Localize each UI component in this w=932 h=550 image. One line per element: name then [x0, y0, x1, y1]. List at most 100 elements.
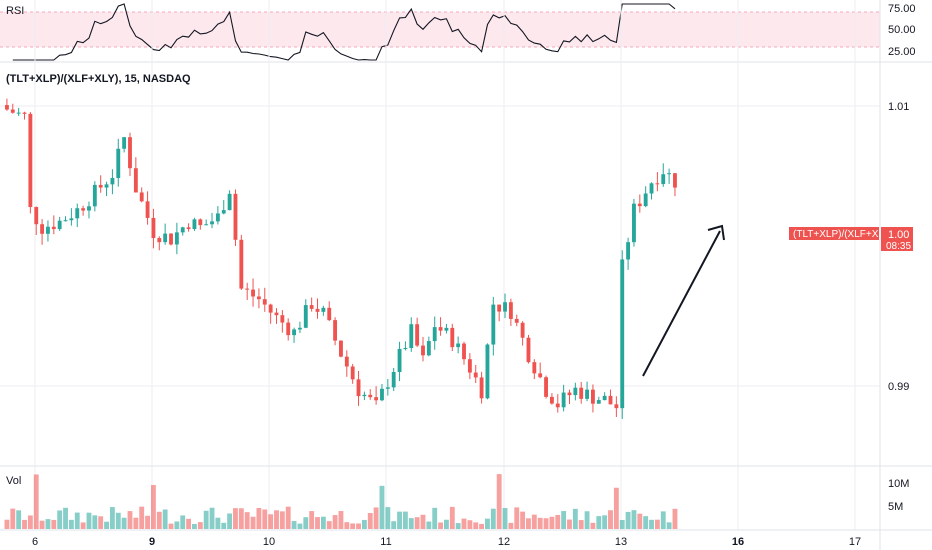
- trend-arrow[interactable]: [642, 224, 725, 377]
- candle-body[interactable]: [649, 183, 654, 194]
- candle-body[interactable]: [286, 322, 291, 336]
- candle-body[interactable]: [110, 178, 115, 185]
- candle-body[interactable]: [180, 227, 185, 233]
- candle-body[interactable]: [532, 362, 537, 374]
- candle-body[interactable]: [520, 322, 525, 338]
- candle-body[interactable]: [514, 318, 519, 323]
- candle-body[interactable]: [128, 137, 132, 169]
- candle-body[interactable]: [81, 208, 86, 211]
- candle-body[interactable]: [391, 371, 396, 388]
- candle-body[interactable]: [485, 344, 490, 399]
- candle-body[interactable]: [450, 327, 455, 348]
- candle-body[interactable]: [526, 337, 531, 363]
- candle-body[interactable]: [139, 192, 144, 202]
- candle-body[interactable]: [268, 304, 273, 313]
- candle-body[interactable]: [69, 218, 74, 221]
- candle-body[interactable]: [661, 174, 666, 185]
- candle-body[interactable]: [145, 201, 150, 218]
- candle-body[interactable]: [204, 224, 209, 226]
- candle-body[interactable]: [579, 387, 584, 399]
- candle-body[interactable]: [673, 173, 677, 188]
- candle-body[interactable]: [309, 305, 314, 309]
- candle-body[interactable]: [262, 299, 267, 305]
- candle-body[interactable]: [63, 220, 68, 222]
- candle-body[interactable]: [479, 377, 484, 399]
- candle-body[interactable]: [192, 219, 197, 230]
- candle-body[interactable]: [75, 208, 80, 219]
- candle-body[interactable]: [567, 392, 572, 396]
- candle-body[interactable]: [339, 340, 343, 357]
- candle-body[interactable]: [280, 315, 285, 323]
- candle-body[interactable]: [92, 184, 97, 207]
- candle-body[interactable]: [620, 259, 625, 409]
- candle-body[interactable]: [626, 242, 631, 260]
- candle-body[interactable]: [491, 304, 496, 345]
- candle-body[interactable]: [10, 109, 15, 113]
- candle-body[interactable]: [51, 226, 56, 230]
- candle-body[interactable]: [215, 213, 220, 222]
- candle-body[interactable]: [327, 307, 332, 321]
- candle-body[interactable]: [637, 203, 642, 207]
- candle-body[interactable]: [380, 388, 384, 401]
- candle-body[interactable]: [350, 366, 355, 380]
- candle-body[interactable]: [303, 305, 308, 328]
- candle-body[interactable]: [57, 220, 62, 230]
- candle-body[interactable]: [186, 227, 191, 230]
- candle-body[interactable]: [221, 210, 226, 214]
- candle-body[interactable]: [368, 394, 373, 398]
- candle-body[interactable]: [456, 343, 461, 348]
- candle-body[interactable]: [22, 112, 27, 114]
- candle-body[interactable]: [426, 341, 431, 356]
- candle-body[interactable]: [643, 193, 648, 207]
- candle-body[interactable]: [432, 327, 437, 342]
- candle-body[interactable]: [239, 239, 244, 289]
- candle-body[interactable]: [5, 105, 9, 110]
- candle-body[interactable]: [573, 387, 578, 396]
- candle-body[interactable]: [98, 184, 103, 188]
- candle-body[interactable]: [462, 343, 466, 360]
- candle-body[interactable]: [133, 168, 138, 193]
- candle-body[interactable]: [157, 238, 162, 243]
- candle-body[interactable]: [555, 403, 560, 408]
- candle-body[interactable]: [632, 203, 636, 243]
- candle-body[interactable]: [591, 389, 595, 404]
- candle-body[interactable]: [344, 356, 349, 367]
- candle-body[interactable]: [298, 327, 302, 330]
- candle-body[interactable]: [403, 348, 408, 350]
- candle-body[interactable]: [397, 348, 402, 372]
- candle-body[interactable]: [274, 312, 279, 316]
- candle-body[interactable]: [614, 404, 619, 409]
- candle-body[interactable]: [409, 324, 414, 349]
- candle-body[interactable]: [561, 392, 566, 408]
- candle-body[interactable]: [374, 397, 379, 401]
- candle-body[interactable]: [16, 112, 21, 114]
- candle-body[interactable]: [596, 400, 601, 404]
- candle-body[interactable]: [151, 217, 156, 239]
- candle-body[interactable]: [549, 396, 554, 404]
- candle-body[interactable]: [385, 387, 390, 389]
- candle-body[interactable]: [116, 148, 121, 179]
- candle-body[interactable]: [362, 394, 367, 397]
- candle-body[interactable]: [333, 320, 338, 341]
- candle-body[interactable]: [497, 304, 502, 312]
- candle-body[interactable]: [356, 379, 361, 397]
- candle-body[interactable]: [444, 327, 449, 331]
- candle-body[interactable]: [245, 288, 250, 290]
- candle-body[interactable]: [585, 389, 589, 399]
- candle-body[interactable]: [227, 193, 232, 211]
- candle-body[interactable]: [415, 324, 420, 346]
- candle-body[interactable]: [174, 232, 179, 245]
- candle-body[interactable]: [503, 302, 507, 312]
- candle-body[interactable]: [315, 308, 320, 312]
- candle-body[interactable]: [198, 219, 203, 226]
- candle-body[interactable]: [251, 289, 255, 297]
- candle-body[interactable]: [667, 173, 672, 175]
- candle-body[interactable]: [122, 137, 127, 149]
- candle-body[interactable]: [438, 327, 443, 331]
- candle-body[interactable]: [292, 329, 296, 336]
- candle-body[interactable]: [233, 193, 238, 240]
- candle-body[interactable]: [655, 183, 660, 185]
- candle-body[interactable]: [28, 113, 33, 208]
- candle-body[interactable]: [321, 307, 326, 312]
